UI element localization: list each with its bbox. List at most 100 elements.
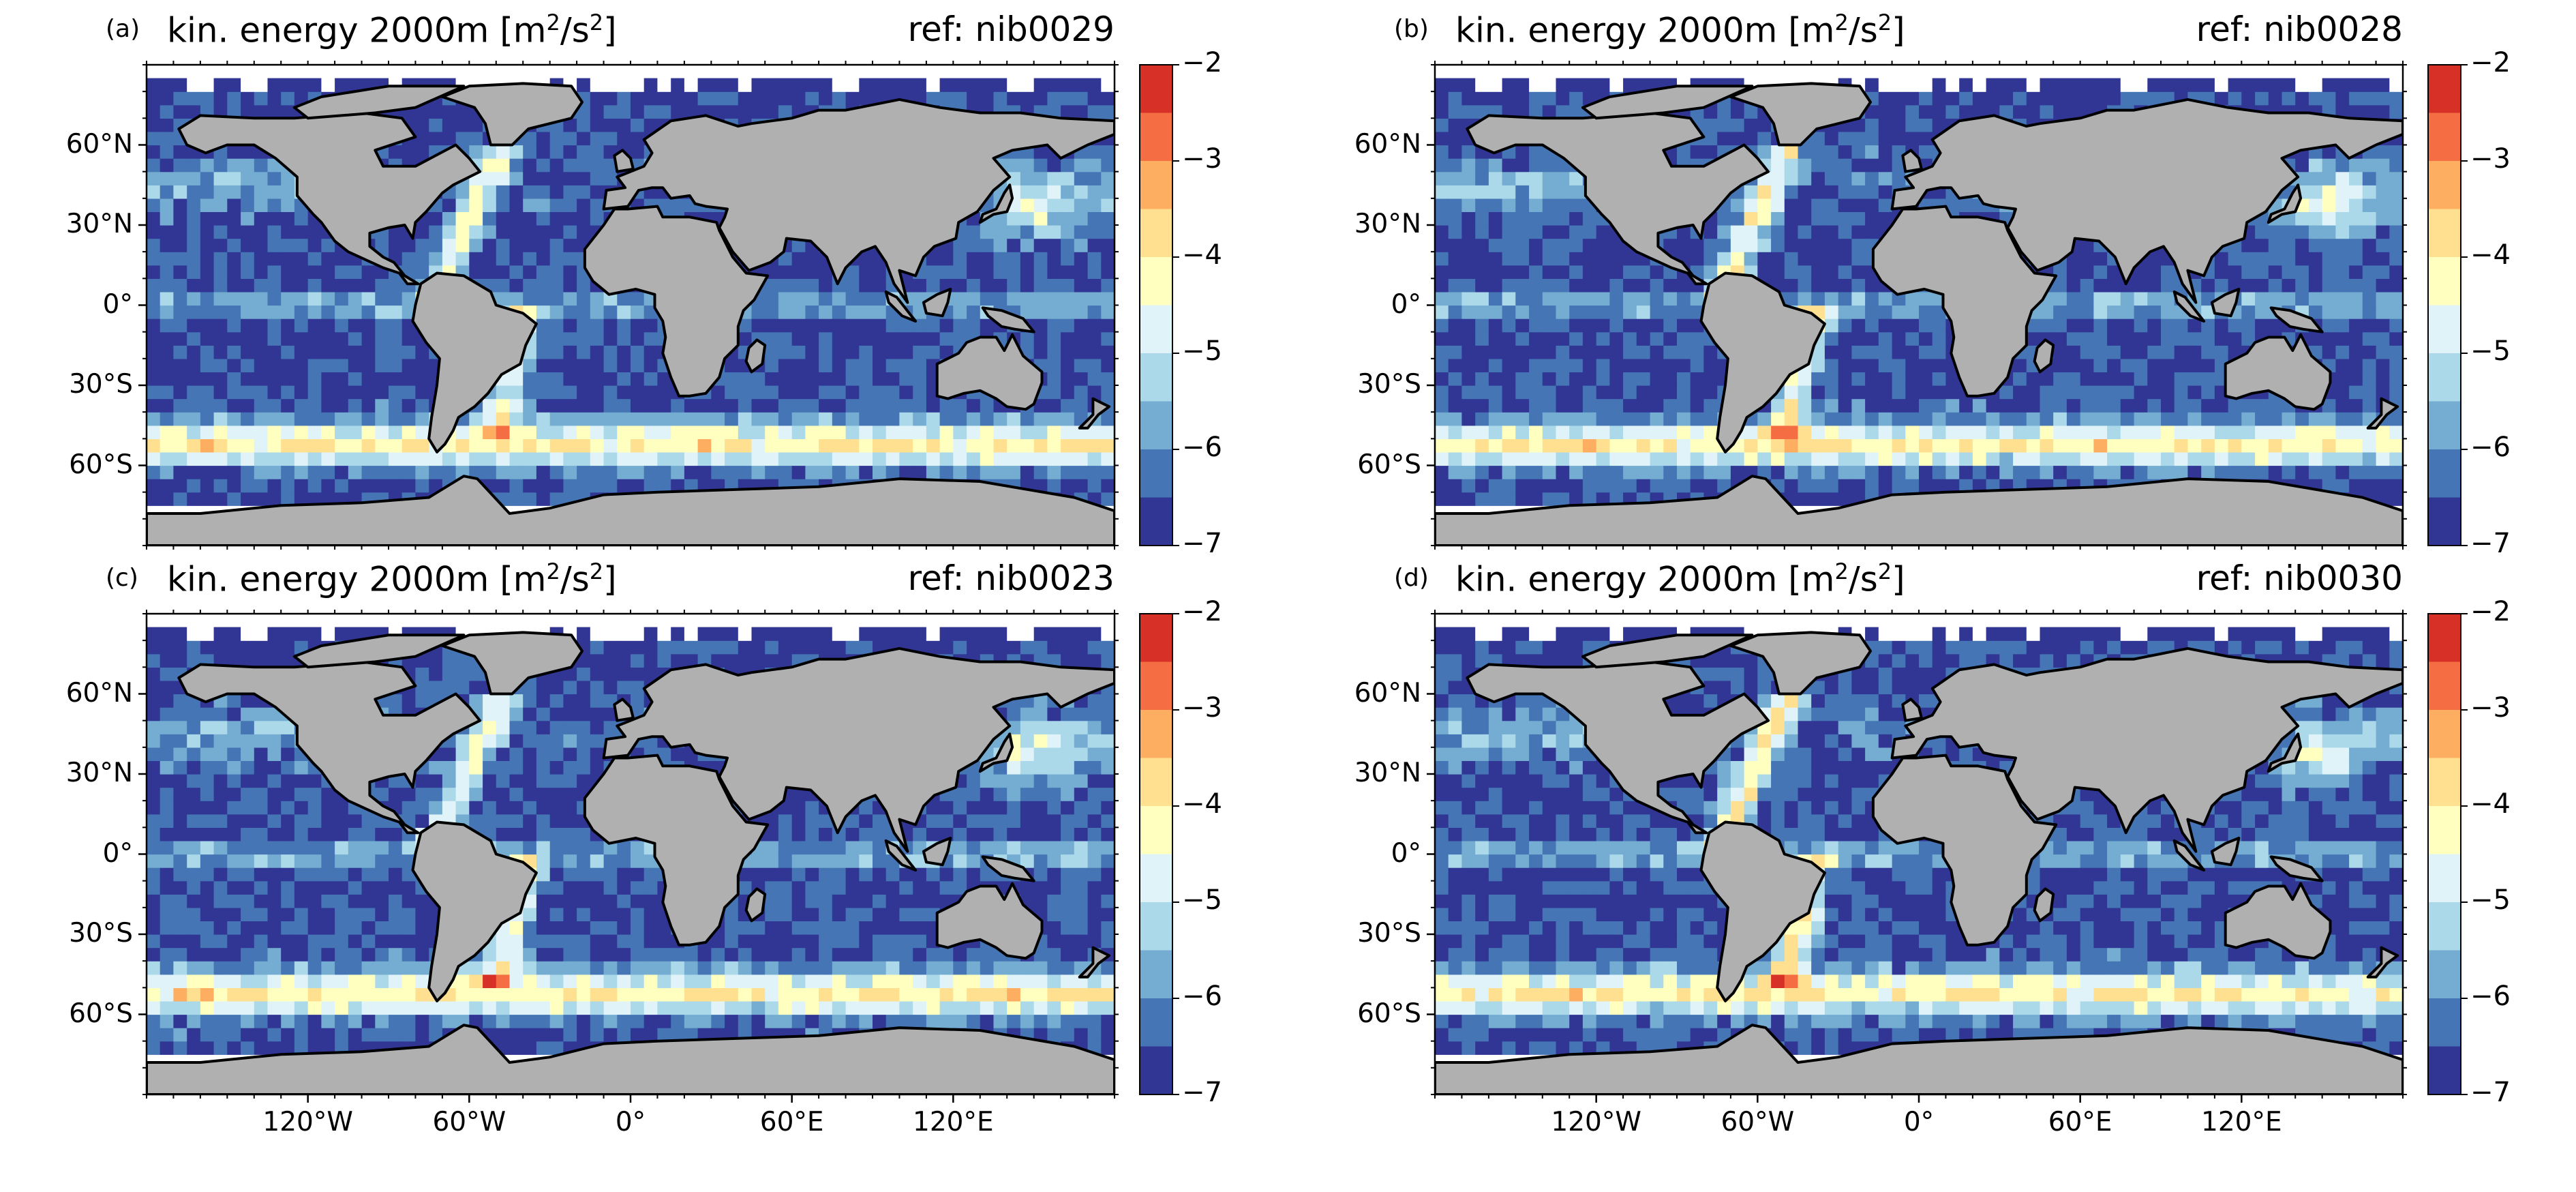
- land-south-america: [411, 271, 538, 453]
- land-greenland: [1729, 82, 1872, 147]
- land-new-guinea: [981, 306, 1035, 333]
- colorbar-segment: [2428, 161, 2461, 209]
- lon-tick-label: 60°E: [759, 1107, 824, 1137]
- land-britain: [613, 698, 635, 722]
- lat-tick-label: 60°N: [65, 677, 133, 709]
- colorbar-tick-label: −3: [2470, 692, 2511, 724]
- colorbar-tick-label: −5: [2470, 884, 2511, 916]
- lat-tick-label: 30°S: [69, 369, 133, 400]
- colorbar-segment: [2428, 902, 2461, 951]
- panel-tag: (b): [1394, 15, 1429, 43]
- land-north-america: [1466, 111, 1770, 286]
- lon-tick-label: 120°E: [2201, 1107, 2282, 1137]
- land-madagascar: [2033, 338, 2055, 374]
- land-antarctica: [1435, 1024, 2403, 1094]
- lon-tick-label: 120°E: [913, 1107, 994, 1137]
- map-canvas: [138, 61, 1179, 550]
- land-new-guinea: [981, 855, 1035, 882]
- colorbar-tick-label: −7: [1182, 528, 1222, 559]
- colorbar-segment: [1140, 257, 1172, 306]
- colorbar-segment: [2428, 449, 2461, 498]
- colorbar-segment: [2428, 497, 2461, 546]
- panel-tag: (d): [1394, 564, 1429, 592]
- colorbar-tick-label: −4: [1182, 788, 1222, 820]
- land-africa: [583, 205, 770, 398]
- colorbar: [1139, 64, 1179, 546]
- land-eurasia: [602, 646, 1115, 853]
- land-madagascar: [744, 338, 767, 374]
- colorbar-tick-label: −4: [1182, 239, 1222, 271]
- land-madagascar: [2033, 887, 2055, 923]
- lat-tick-label: 60°N: [65, 128, 133, 160]
- land-africa: [1871, 754, 2058, 947]
- colorbar-segment: [2428, 854, 2461, 903]
- lat-tick-label: 60°S: [1357, 449, 1421, 480]
- land-japan: [2267, 183, 2303, 224]
- land-arctic-islands: [1581, 85, 1754, 120]
- land-antarctica: [1435, 475, 2403, 546]
- map-panel: (b) kin. energy 2000m [m2/s2] ref: nib0028…: [1288, 0, 2570, 559]
- map-canvas: [138, 610, 1179, 1103]
- land-new-zealand: [2366, 397, 2399, 430]
- panel-title: kin. energy 2000m [m2/s2]: [1455, 10, 1905, 50]
- land-greenland: [1729, 631, 1872, 696]
- land-japan: [978, 183, 1014, 224]
- colorbar-tick-label: −3: [1182, 143, 1222, 175]
- land-borneo: [922, 288, 952, 318]
- lat-tick-label: 0°: [102, 837, 133, 869]
- land-new-guinea: [2269, 306, 2324, 333]
- lat-tick-label: 30°S: [69, 918, 133, 949]
- land-south-america: [1699, 271, 1826, 453]
- colorbar-segment: [2428, 1046, 2461, 1095]
- land-eurasia: [1890, 646, 2403, 853]
- colorbar-segment: [2428, 305, 2461, 354]
- land-britain: [1901, 149, 1923, 173]
- panel-ref-label: ref: nib0029: [907, 10, 1115, 49]
- colorbar-segment: [1140, 614, 1172, 662]
- colorbar: [2427, 613, 2468, 1095]
- colorbar-tick-label: −7: [1182, 1077, 1222, 1108]
- colorbar-segment: [1140, 305, 1172, 354]
- map-panel: (d) kin. energy 2000m [m2/s2] ref: nib0030…: [1288, 549, 2570, 1137]
- lat-tick-label: 0°: [1391, 837, 1421, 869]
- colorbar-segment: [1140, 902, 1172, 951]
- colorbar-segment: [1140, 854, 1172, 903]
- colorbar-segment: [1140, 497, 1172, 546]
- land-arctic-islands: [292, 634, 466, 669]
- colorbar-segment: [1140, 758, 1172, 807]
- colorbar: [1139, 613, 1179, 1095]
- lat-tick-label: 30°N: [1354, 758, 1421, 788]
- colorbar-segment: [1140, 161, 1172, 209]
- colorbar-tick-label: −5: [2470, 336, 2511, 367]
- colorbar-tick-label: −6: [1182, 432, 1222, 463]
- colorbar-segment: [1140, 998, 1172, 1047]
- land-japan: [2267, 732, 2303, 773]
- colorbar-segment: [2428, 257, 2461, 306]
- colorbar-segment: [1140, 1046, 1172, 1095]
- colorbar-tick-label: −2: [2470, 47, 2511, 78]
- panel-title: kin. energy 2000m [m2/s2]: [167, 10, 617, 50]
- colorbar-segment: [2428, 209, 2461, 258]
- lon-tick-label: 60°W: [1721, 1107, 1795, 1137]
- colorbar-segment: [1140, 950, 1172, 999]
- colorbar-segment: [1140, 209, 1172, 258]
- colorbar-segment: [1140, 113, 1172, 162]
- land-south-america: [1699, 820, 1826, 1002]
- lat-tick-label: 30°N: [1354, 209, 1421, 239]
- land-arctic-islands: [292, 85, 466, 120]
- land-sumatra: [2172, 839, 2206, 871]
- land-eurasia: [602, 98, 1115, 304]
- land-britain: [613, 149, 635, 173]
- ocean-field: [1435, 65, 2403, 546]
- colorbar-segment: [1140, 65, 1172, 113]
- land-antarctica: [147, 475, 1115, 546]
- lat-tick-label: 30°N: [65, 758, 133, 788]
- colorbar-segment: [2428, 113, 2461, 162]
- colorbar-tick-label: −4: [2470, 788, 2511, 820]
- colorbar-tick-label: −7: [2470, 528, 2511, 559]
- colorbar-tick-label: −6: [2470, 432, 2511, 463]
- colorbar-tick-label: −5: [1182, 884, 1222, 916]
- colorbar-segment: [2428, 353, 2461, 402]
- lon-tick-label: 60°W: [432, 1107, 506, 1137]
- lon-tick-label: 120°W: [1551, 1107, 1641, 1137]
